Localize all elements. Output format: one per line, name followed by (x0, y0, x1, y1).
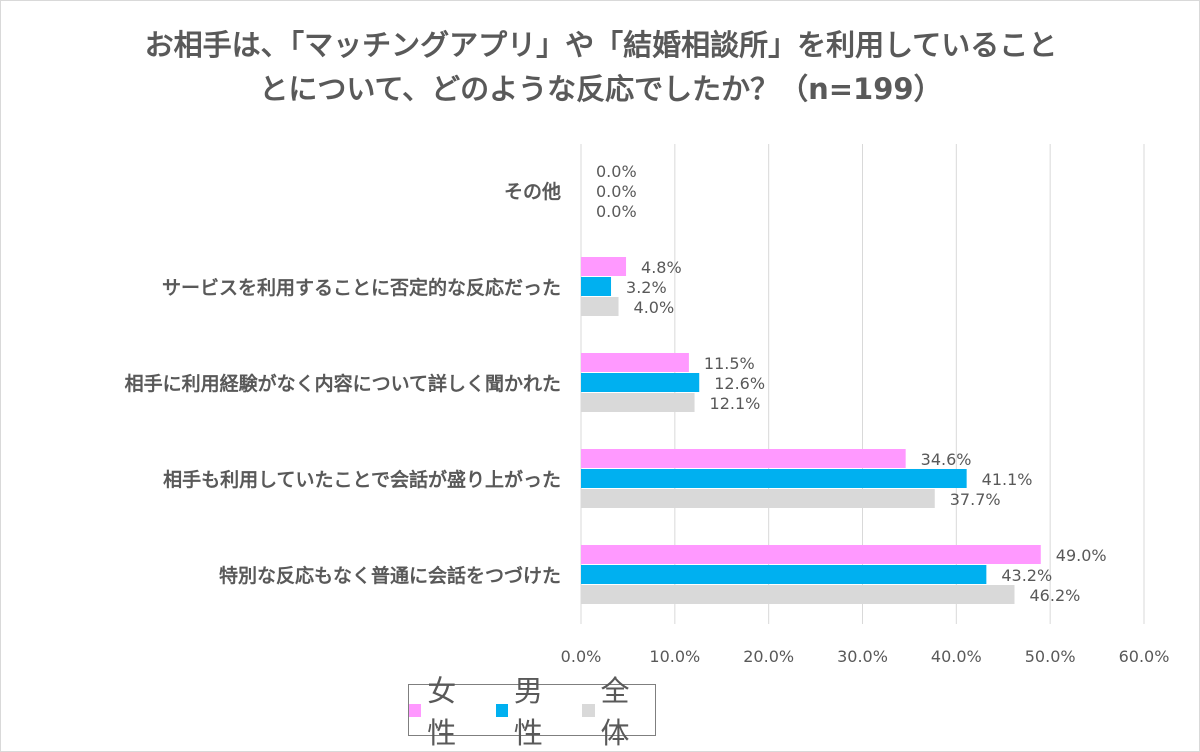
x-tick-label: 20.0% (743, 647, 794, 666)
bar (581, 565, 987, 584)
bar (581, 393, 695, 412)
bar (581, 257, 627, 276)
data-label: 43.2% (1001, 566, 1052, 585)
data-label: 37.7% (950, 490, 1001, 509)
category-label: その他 (504, 180, 561, 203)
legend-label-female: 女性 (427, 674, 457, 750)
category-label: 相手に利用経験がなく内容について詳しく聞かれた (125, 372, 561, 395)
data-label: 34.6% (921, 450, 972, 469)
bar (581, 469, 967, 488)
data-label: 3.2% (626, 278, 667, 297)
data-label: 0.0% (596, 202, 637, 221)
legend-swatch-male (495, 703, 508, 717)
x-tick-label: 0.0% (561, 647, 602, 666)
data-label: 11.5% (704, 354, 755, 373)
data-label: 12.6% (714, 374, 765, 393)
bar (581, 489, 935, 508)
category-label: 特別な反応もなく普通に会話をつづけた (219, 564, 561, 587)
chart-title: お相手は、「マッチングアプリ」や「結婚相談所」を利用していること とについて、ど… (1, 23, 1199, 111)
legend-item-female: 女性 (409, 668, 482, 751)
bar (581, 373, 700, 392)
chart-title-line-1: お相手は、「マッチングアプリ」や「結婚相談所」を利用していること (144, 28, 1058, 62)
category-label: 相手も利用していたことで会話が盛り上がった (163, 468, 561, 491)
data-label: 0.0% (596, 162, 637, 181)
bar (581, 585, 1015, 604)
data-label: 49.0% (1056, 546, 1107, 565)
data-label: 0.0% (596, 182, 637, 201)
legend: 女性 男性 全体 (408, 674, 656, 750)
x-tick-label: 40.0% (931, 647, 982, 666)
data-label: 4.8% (641, 258, 682, 277)
x-tick-label: 50.0% (1025, 647, 1076, 666)
data-label: 46.2% (1030, 586, 1081, 605)
chart-title-line-2: とについて、どのような反応でしたか？（n=199） (259, 72, 943, 106)
legend-swatch-total (582, 703, 595, 717)
bar (581, 449, 906, 468)
data-label: 12.1% (710, 394, 761, 413)
category-label: サービスを利用することに否定的な反応だった (162, 276, 561, 299)
x-tick-label: 60.0% (1119, 647, 1170, 666)
bar (581, 297, 619, 316)
bar (581, 545, 1041, 564)
legend-item-total: 全体 (582, 668, 655, 751)
legend-item-male: 男性 (495, 668, 569, 751)
x-tick-label: 30.0% (837, 647, 888, 666)
data-label: 41.1% (982, 470, 1033, 489)
legend-swatch-female (409, 703, 422, 717)
bar (581, 277, 612, 296)
x-tick-label: 10.0% (649, 647, 700, 666)
legend-label-total: 全体 (600, 674, 630, 750)
legend-label-male: 男性 (513, 674, 543, 750)
data-label: 4.0% (634, 298, 675, 317)
bar (581, 353, 689, 372)
